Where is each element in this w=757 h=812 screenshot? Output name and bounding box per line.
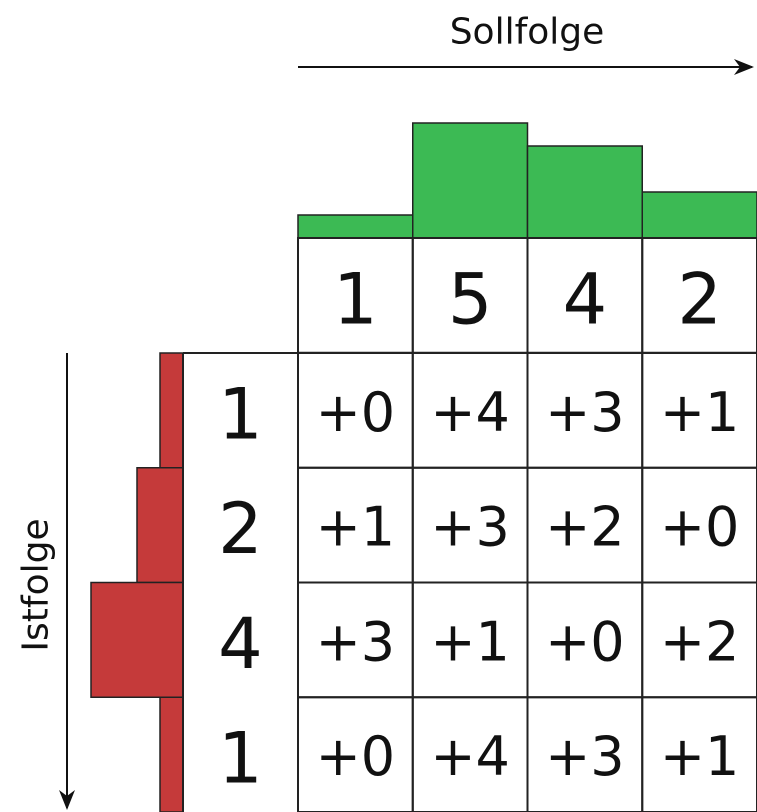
column-bar [412,122,529,239]
row-header: 1 [218,373,263,455]
column-bar [297,214,414,239]
cell [641,696,757,812]
row-axis-label: Istfolge [16,518,57,651]
row-header: 1 [218,718,263,800]
column-header: 5 [448,258,493,340]
cell-value: +3 [316,610,396,673]
cell-value: +1 [660,381,740,444]
row-bar [159,352,184,469]
cell-value: +2 [660,610,740,673]
cell-value: +1 [660,725,740,788]
cell-value: +3 [545,381,625,444]
cell-value: +1 [316,496,396,559]
cell-value: +2 [545,496,625,559]
grid: 1 5 4 21 +0 +4 +3 +12 +1 +3 +2 +04 +3 +1 +0 +21 +0 +4 +3 +1 [90,122,757,812]
cell-value: +0 [660,496,740,559]
row-header: 4 [218,603,263,685]
column-header: 1 [333,258,378,340]
column-bar [641,191,757,239]
cell-value: +4 [430,725,510,788]
column-header: 4 [563,258,608,340]
column-axis-label: Sollfolge [450,12,605,53]
cell-value: +0 [316,725,396,788]
column-bar [526,145,643,239]
column-header: 2 [677,258,722,340]
row-bar [159,696,184,812]
cell-value: +1 [430,610,510,673]
cell-value: +3 [545,725,625,788]
row-bar [136,467,184,584]
cell-value: +3 [430,496,510,559]
cell-value: +0 [545,610,625,673]
row-bar [90,581,184,698]
cell-value: +0 [316,381,396,444]
row-header: 2 [218,488,263,570]
cell-value: +4 [430,381,510,444]
